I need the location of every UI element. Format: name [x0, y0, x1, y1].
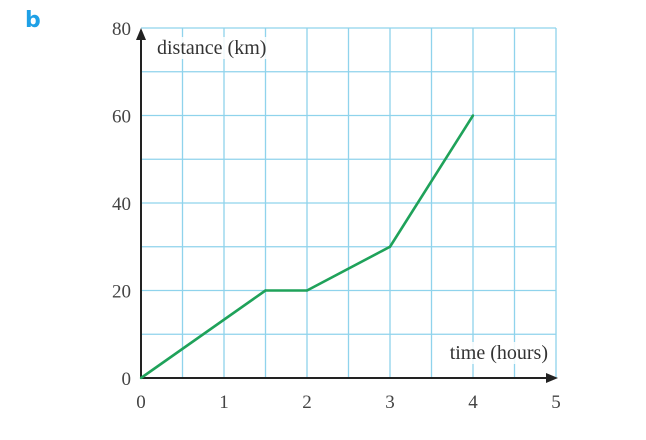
y-axis-label: distance (km)	[157, 37, 266, 59]
label-background	[447, 342, 550, 364]
x-axis-arrow-icon	[546, 373, 558, 383]
data-point	[388, 245, 392, 248]
x-tick-label: 4	[468, 392, 478, 413]
y-tick-label: 20	[112, 282, 131, 303]
label-background	[155, 37, 269, 59]
data-point	[139, 376, 143, 380]
x-tick-label: 0	[136, 392, 146, 413]
x-tick-label: 1	[219, 392, 229, 413]
y-tick-label: 60	[112, 107, 131, 128]
x-tick-label: 2	[302, 392, 312, 413]
x-axis-label: time (hours)	[450, 342, 548, 364]
data-point	[305, 289, 309, 292]
y-tick-label: 40	[112, 194, 131, 215]
y-axis-arrow-icon	[136, 28, 146, 40]
part-label: b	[25, 8, 41, 33]
x-tick-label: 3	[385, 392, 395, 413]
data-point	[471, 114, 475, 117]
y-tick-label: 80	[112, 19, 131, 40]
y-tick-label: 0	[122, 369, 132, 390]
data-point	[264, 289, 267, 292]
x-tick-label: 5	[551, 392, 561, 413]
